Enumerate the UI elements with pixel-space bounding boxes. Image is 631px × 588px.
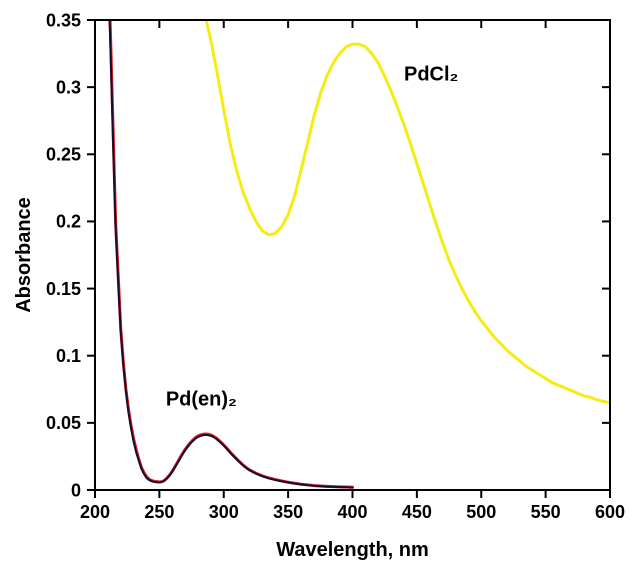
y-tick-label: 0.1 <box>56 346 81 366</box>
x-tick-label: 300 <box>209 502 239 522</box>
x-tick-label: 450 <box>402 502 432 522</box>
series-label-pden2_dark: Pd(en)₂ <box>166 388 237 410</box>
x-tick-label: 200 <box>80 502 110 522</box>
chart-svg: 200 250 300 350 400 450 500 550 600 0 0.05 0.1 0.15 0… <box>0 0 631 588</box>
x-tick-label: 600 <box>595 502 625 522</box>
x-tick-label: 550 <box>531 502 561 522</box>
series-label-pdcl2: PdCl₂ <box>404 63 458 85</box>
y-tick-label: 0.25 <box>46 145 81 165</box>
x-tick-label: 500 <box>466 502 496 522</box>
y-tick-label: 0.2 <box>56 212 81 232</box>
x-axis-label: Wavelength, nm <box>276 539 429 561</box>
y-axis-label: Absorbance <box>13 197 35 313</box>
y-tick-label: 0.15 <box>46 279 81 299</box>
y-tick-label: 0.35 <box>46 10 81 30</box>
x-tick-label: 350 <box>273 502 303 522</box>
x-tick-label: 250 <box>144 502 174 522</box>
y-tick-label: 0 <box>71 480 81 500</box>
y-tick-label: 0.05 <box>46 413 81 433</box>
x-tick-label: 400 <box>337 502 367 522</box>
y-tick-label: 0.3 <box>56 77 81 97</box>
absorbance-chart: 200 250 300 350 400 450 500 550 600 0 0.05 0.1 0.15 0… <box>0 0 631 588</box>
